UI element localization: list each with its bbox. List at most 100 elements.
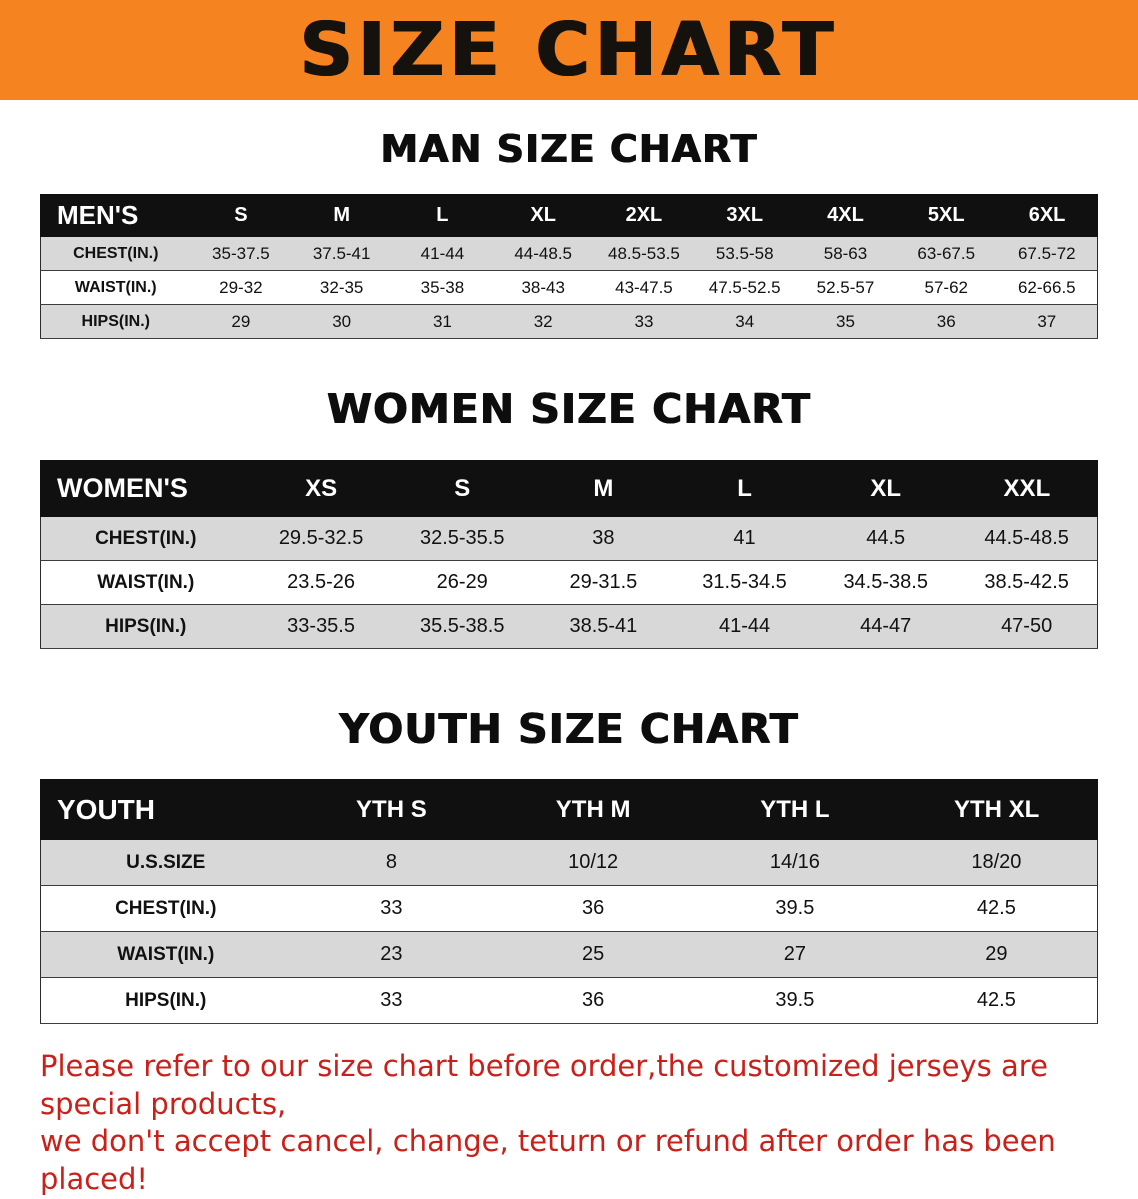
disclaimer-line-2: we don't accept cancel, change, teturn o…	[40, 1124, 1056, 1197]
table-row: WAIST(IN.) 23.5-26 26-29 29-31.5 31.5-34.5 34…	[40, 560, 1098, 605]
size-value-cell: 32	[533, 311, 553, 331]
size-value-cell: 36	[936, 311, 956, 331]
size-value-cell: 29-32	[219, 277, 263, 297]
table-row: WAIST(IN.) 23 25 27 29	[40, 931, 1098, 978]
size-value-cell: 30	[332, 311, 352, 331]
size-value-cell: 36	[582, 989, 605, 1011]
size-value-cell: 29-31.5	[569, 571, 638, 593]
size-column-header: XS	[249, 460, 393, 517]
size-value-cell: 29	[985, 943, 1008, 965]
men-size-section: MAN SIZE CHART MEN'S S M L XL 2XL 3XL 4XL 5XL 6XL C…	[0, 127, 1138, 339]
women-size-table: WOMEN'S XS S M L XL XXL CHEST(IN.) 29.5-32.5 32.5…	[40, 460, 1099, 649]
size-chart-banner: SIZE CHART	[0, 0, 1138, 100]
table-corner-label: MEN'S	[40, 194, 191, 237]
size-column-header: XL	[492, 194, 595, 237]
size-value-cell: 67.5-72	[1017, 243, 1076, 263]
size-value-cell: 44-47	[860, 615, 912, 637]
size-value-cell: 42.5	[976, 989, 1016, 1011]
size-value-cell: 33-35.5	[287, 615, 355, 637]
row-label: HIPS(IN.)	[125, 989, 207, 1011]
size-column-header: S	[391, 460, 534, 517]
disclaimer-note: Please refer to our size chart before or…	[40, 1048, 1102, 1199]
size-value-cell: 38.5-41	[569, 615, 638, 637]
size-value-cell: 35-37.5	[212, 243, 270, 263]
table-row: WAIST(IN.) 29-32 32-35 35-38 38-43 43-47.5 47.…	[40, 270, 1098, 305]
table-header-row: WOMEN'S XS S M L XL XXL	[40, 460, 1099, 517]
size-value-cell: 25	[582, 943, 605, 965]
size-value-cell: 48.5-53.5	[608, 243, 680, 263]
size-value-cell: 32-35	[319, 277, 364, 297]
size-column-header: XL	[814, 460, 957, 517]
size-column-header: YTH XL	[895, 779, 1098, 840]
size-column-header: M	[290, 194, 393, 237]
table-row: HIPS(IN.) 33-35.5 35.5-38.5 38.5-41 41-44 44-…	[40, 604, 1098, 649]
row-label: CHEST(IN.)	[73, 244, 159, 262]
size-value-cell: 18/20	[971, 851, 1022, 873]
table-row: CHEST(IN.) 35-37.5 37.5-41 41-44 44-48.5 48.5…	[40, 236, 1098, 271]
size-value-cell: 27	[783, 943, 806, 965]
size-value-cell: 10/12	[568, 851, 619, 873]
size-value-cell: 14/16	[769, 851, 820, 873]
men-size-table: MEN'S S M L XL 2XL 3XL 4XL 5XL 6XL CHEST(IN.) 35-37…	[40, 194, 1098, 339]
size-value-cell: 33	[380, 897, 403, 919]
size-sections-container: MAN SIZE CHART MEN'S S M L XL 2XL 3XL 4XL 5XL 6XL C…	[0, 127, 1138, 1024]
size-value-cell: 37	[1037, 311, 1057, 331]
size-column-header: M	[532, 460, 675, 517]
size-value-cell: 31.5-34.5	[702, 571, 787, 593]
size-value-cell: 38.5-42.5	[984, 571, 1069, 593]
table-corner-label: WOMEN'S	[40, 460, 251, 517]
size-value-cell: 44.5	[866, 527, 906, 549]
women-section-heading: WOMEN SIZE CHART	[326, 385, 812, 433]
table-row: HIPS(IN.) 33 36 39.5 42.5	[40, 977, 1098, 1024]
youth-size-section: YOUTH SIZE CHART YOUTH YTH S YTH M YTH L YTH …	[0, 705, 1138, 1024]
size-value-cell: 44-48.5	[514, 243, 573, 263]
row-label: WAIST(IN.)	[117, 943, 215, 965]
table-row: CHEST(IN.) 29.5-32.5 32.5-35.5 38 41 44.5 44.5…	[40, 516, 1098, 561]
size-column-header: 5XL	[895, 194, 998, 237]
men-section-heading: MAN SIZE CHART	[380, 127, 758, 171]
row-label: CHEST(IN.)	[115, 897, 217, 919]
size-value-cell: 23	[380, 943, 403, 965]
size-value-cell: 41-44	[718, 615, 771, 637]
size-value-cell: 39.5	[775, 897, 815, 919]
table-corner-label: YOUTH	[40, 779, 291, 840]
row-label: WAIST(IN.)	[74, 278, 157, 296]
size-value-cell: 35.5-38.5	[419, 615, 505, 637]
size-value-cell: 32.5-35.5	[419, 527, 505, 549]
size-column-header: YTH L	[693, 779, 897, 840]
size-value-cell: 38	[592, 527, 615, 549]
row-label: CHEST(IN.)	[95, 527, 197, 549]
size-value-cell: 34.5-38.5	[843, 571, 928, 593]
disclaimer-line-1: Please refer to our size chart before or…	[40, 1049, 1048, 1121]
size-value-cell: 37.5-41	[312, 243, 371, 263]
table-row: CHEST(IN.) 33 36 39.5 42.5	[40, 885, 1098, 932]
size-value-cell: 58-63	[823, 243, 868, 263]
size-value-cell: 41	[733, 527, 756, 549]
size-column-header: YTH S	[290, 779, 493, 840]
size-value-cell: 23.5-26	[287, 571, 355, 593]
row-label: HIPS(IN.)	[105, 615, 187, 637]
table-header-row: MEN'S S M L XL 2XL 3XL 4XL 5XL 6XL	[40, 194, 1098, 237]
size-value-cell: 33	[634, 311, 654, 331]
size-value-cell: 52.5-57	[816, 277, 875, 297]
size-value-cell: 53.5-58	[715, 243, 774, 263]
size-value-cell: 62-66.5	[1017, 277, 1076, 297]
size-column-header: XXL	[955, 460, 1099, 517]
size-value-cell: 31	[432, 311, 452, 331]
size-column-header: 3XL	[693, 194, 796, 237]
youth-size-table: YOUTH YTH S YTH M YTH L YTH XL U.S.SIZE 8 10/12…	[40, 779, 1098, 1024]
size-value-cell: 41-44	[420, 243, 465, 263]
size-value-cell: 63-67.5	[917, 243, 976, 263]
size-value-cell: 29	[231, 311, 251, 331]
table-row: HIPS(IN.) 29 30 31 32 33 34 35 36 37	[40, 304, 1098, 339]
size-value-cell: 36	[582, 897, 605, 919]
women-size-section: WOMEN SIZE CHART WOMEN'S XS S M L XL XXL CHEST(I…	[0, 385, 1138, 649]
size-value-cell: 39.5	[775, 989, 815, 1011]
size-column-header: YTH M	[491, 779, 695, 840]
size-column-header: L	[673, 460, 816, 517]
size-column-header: 2XL	[593, 194, 695, 237]
youth-section-heading: YOUTH SIZE CHART	[339, 705, 799, 753]
size-column-header: 4XL	[794, 194, 897, 237]
table-header-row: YOUTH YTH S YTH M YTH L YTH XL	[40, 779, 1098, 840]
